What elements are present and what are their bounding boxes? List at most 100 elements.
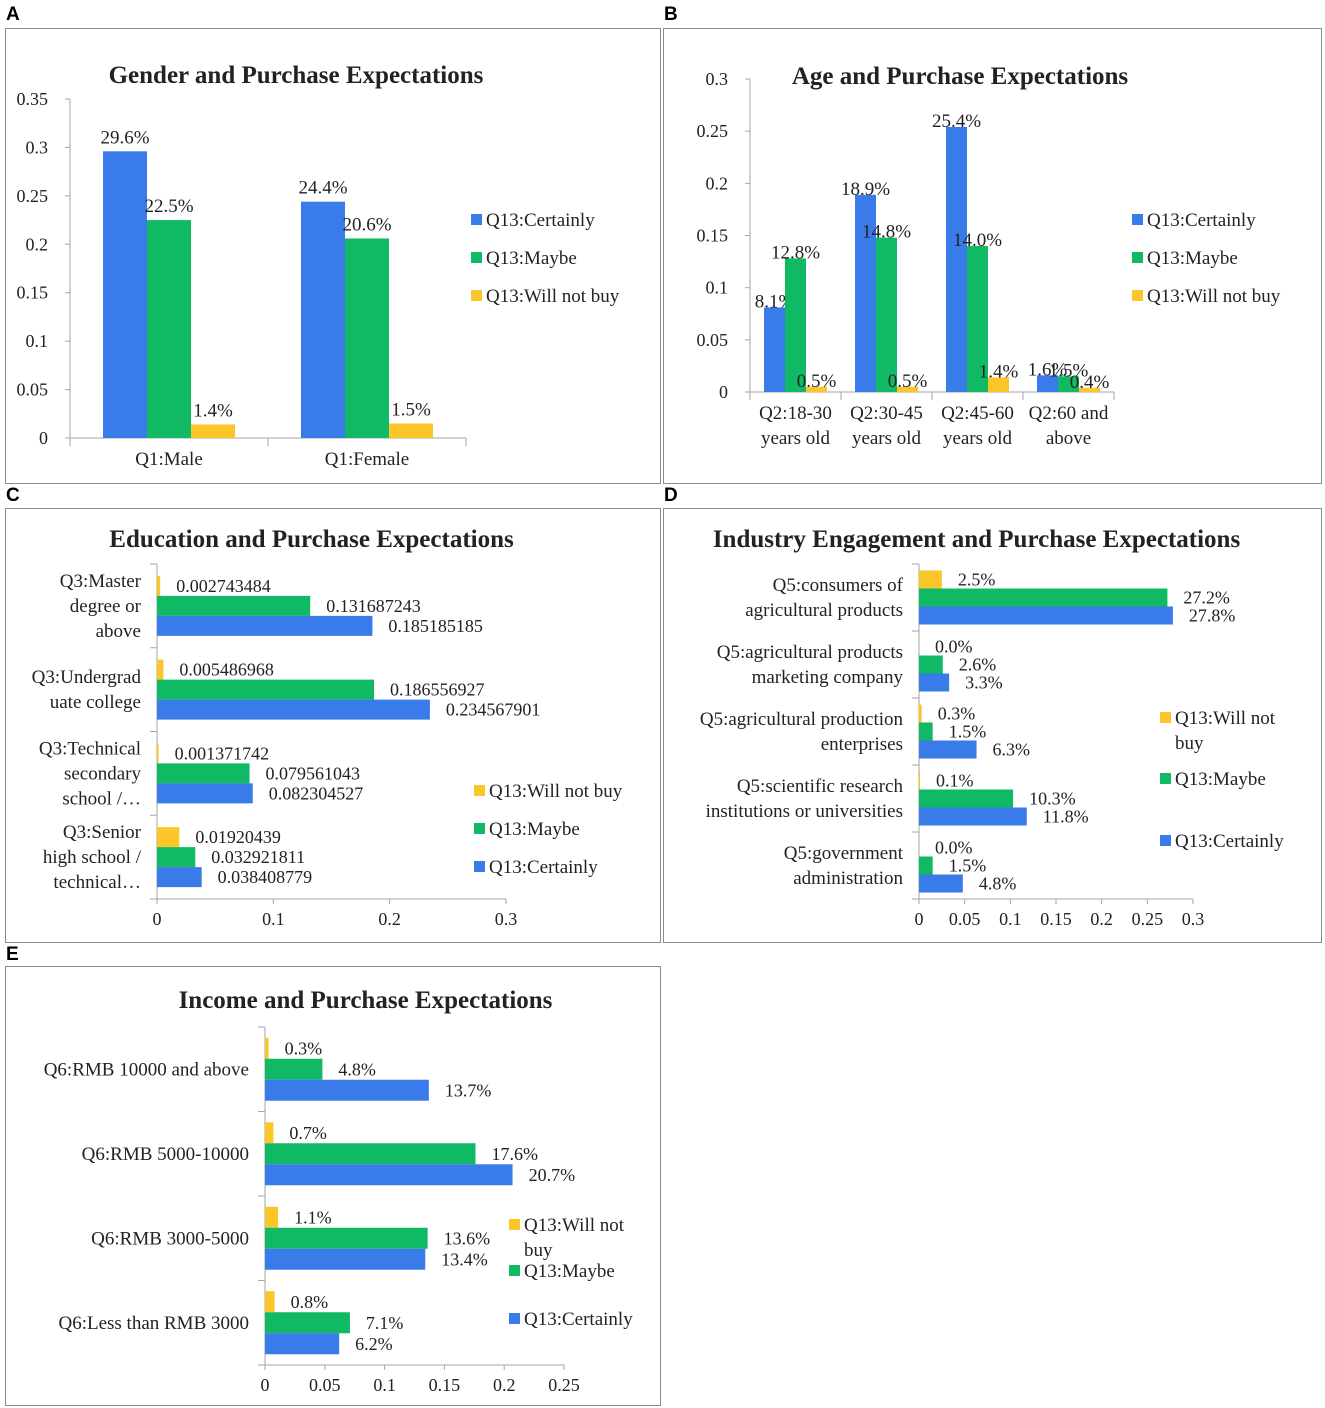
data-label: 0.185185185: [388, 616, 483, 636]
bar-q13-certainly: [103, 151, 147, 438]
y-tick-label: 0.1: [26, 331, 49, 351]
category-label: Q6:RMB 3000-5000: [91, 1228, 249, 1249]
x-tick-label: 0.2: [493, 1375, 516, 1395]
gender-chart: Gender and Purchase Expectations 0 0.05 0.1…: [17, 62, 620, 470]
data-label: 13.6%: [444, 1228, 491, 1248]
bar-q13-certainly: [157, 867, 202, 888]
data-label: 1.6%: [1028, 359, 1068, 380]
legend-swatch-q13-maybe: [474, 823, 485, 834]
x-tick-label: 0.05: [949, 909, 981, 929]
data-label: 0.0%: [935, 637, 973, 657]
bar-q13-certainly: [265, 1333, 340, 1355]
x-tick-label: 0.1: [999, 909, 1022, 929]
bar-q13-will-not-buy: [265, 1122, 274, 1144]
data-label: 0.7%: [289, 1123, 327, 1143]
data-label: 18.9%: [841, 179, 890, 200]
data-label: 25.4%: [932, 111, 981, 132]
y-tick-label: 0.05: [697, 330, 729, 350]
category-label: Q3:Master: [60, 571, 142, 592]
category-label: Q5:government: [784, 843, 904, 864]
data-label: 0.079561043: [266, 763, 361, 783]
data-label: 0.3%: [285, 1038, 323, 1058]
bar-q13-maybe: [919, 655, 943, 674]
data-label: 27.2%: [1183, 588, 1230, 608]
legend-label: Q13:Certainly: [1147, 210, 1256, 231]
category-label: above: [1046, 428, 1091, 449]
data-label: 1.4%: [193, 400, 233, 421]
data-label: 29.6%: [100, 127, 149, 148]
chart-panel-b: Age and Purchase Expectations 0 0.05 0.1 0.1…: [663, 28, 1322, 484]
data-label: 22.5%: [144, 196, 193, 217]
y-tick-label: 0.3: [26, 137, 49, 157]
y-tick-label: 0.1: [706, 278, 729, 298]
bar-q13-will-not-buy: [919, 704, 922, 723]
category-label: degree or: [70, 596, 142, 617]
chart-panel-d: Industry Engagement and Purchase Expecta…: [663, 508, 1322, 943]
data-label: 0.01920439: [195, 827, 281, 847]
chart-panel-e: Income and Purchase Expectations 0 0.05 0.1…: [5, 966, 661, 1406]
data-label: 0.032921811: [211, 847, 305, 867]
legend-label: Q13:Will not buy: [489, 781, 623, 802]
y-tick-label: 0.15: [17, 283, 49, 303]
y-tick-label: 0.35: [17, 89, 49, 109]
data-label: 1.5%: [949, 722, 987, 742]
data-label: 0.1%: [936, 771, 974, 791]
legend-label: Q13:Will not: [524, 1215, 625, 1236]
data-label: 13.4%: [441, 1249, 488, 1269]
category-label: above: [96, 621, 141, 642]
category-label: Q6:RMB 10000 and above: [44, 1059, 249, 1080]
bar-q13-maybe: [785, 258, 806, 392]
data-label: 0.5%: [888, 371, 928, 392]
category-label: enterprises: [821, 734, 903, 755]
bar-q13-will-not-buy: [157, 575, 161, 596]
data-label: 0.002743484: [176, 576, 271, 596]
legend-label: Q13:Maybe: [486, 248, 577, 269]
bar-q13-maybe: [919, 722, 933, 741]
y-tick-label: 0.25: [697, 121, 729, 141]
data-label: 1.1%: [294, 1207, 332, 1227]
data-label: 0.5%: [797, 371, 837, 392]
bar-q13-maybe: [919, 789, 1014, 808]
bar-q13-will-not-buy: [191, 424, 235, 438]
category-label: uate college: [50, 692, 141, 713]
category-label: years old: [943, 428, 1013, 449]
chart-title: Income and Purchase Expectations: [179, 987, 553, 1014]
category-label: administration: [793, 868, 903, 889]
panel-letter-d: D: [664, 485, 678, 506]
bar-q13-certainly: [265, 1164, 513, 1186]
data-label: 24.4%: [298, 178, 347, 199]
data-label: 4.8%: [338, 1059, 376, 1079]
category-label: Q3:Technical: [39, 738, 141, 759]
y-tick-label: 0.25: [17, 186, 49, 206]
category-label: Q5:scientific research: [737, 776, 904, 797]
category-label: Q2:30-45: [850, 403, 923, 424]
bar-q13-will-not-buy: [988, 377, 1009, 392]
bar-q13-maybe: [157, 595, 311, 616]
bar-q13-certainly: [157, 783, 253, 804]
bar-q13-certainly: [265, 1248, 426, 1270]
bar-q13-certainly: [157, 699, 430, 720]
data-label: 1.5%: [1049, 360, 1089, 381]
legend-swatch-q13-certainly: [509, 1313, 520, 1324]
category-label: Q5:agricultural production: [700, 709, 904, 730]
data-label: 0.186556927: [390, 680, 485, 700]
bar-q13-maybe: [265, 1058, 323, 1080]
y-tick-label: 0: [719, 382, 728, 402]
x-tick-label: 0.3: [1182, 909, 1205, 929]
category-label: years old: [761, 428, 831, 449]
legend-swatch-q13-will-not-buy: [1132, 290, 1143, 301]
legend-label: Q13:Certainly: [489, 857, 598, 878]
data-label: 2.5%: [958, 570, 996, 590]
bar-q13-maybe: [157, 679, 375, 700]
data-label: 0.3%: [938, 704, 976, 724]
data-label: 3.3%: [965, 673, 1003, 693]
bar-q13-will-not-buy: [897, 386, 918, 392]
data-label: 0.131687243: [326, 596, 421, 616]
y-tick-label: 0.3: [706, 69, 729, 89]
bar-q13-maybe: [876, 237, 897, 392]
category-label: Q6:RMB 5000-10000: [82, 1144, 249, 1165]
chart-title: Education and Purchase Expectations: [109, 526, 514, 553]
bar-q13-maybe: [147, 220, 191, 438]
bar-q13-certainly: [301, 201, 345, 438]
category-label: Q2:60 and: [1029, 403, 1109, 424]
